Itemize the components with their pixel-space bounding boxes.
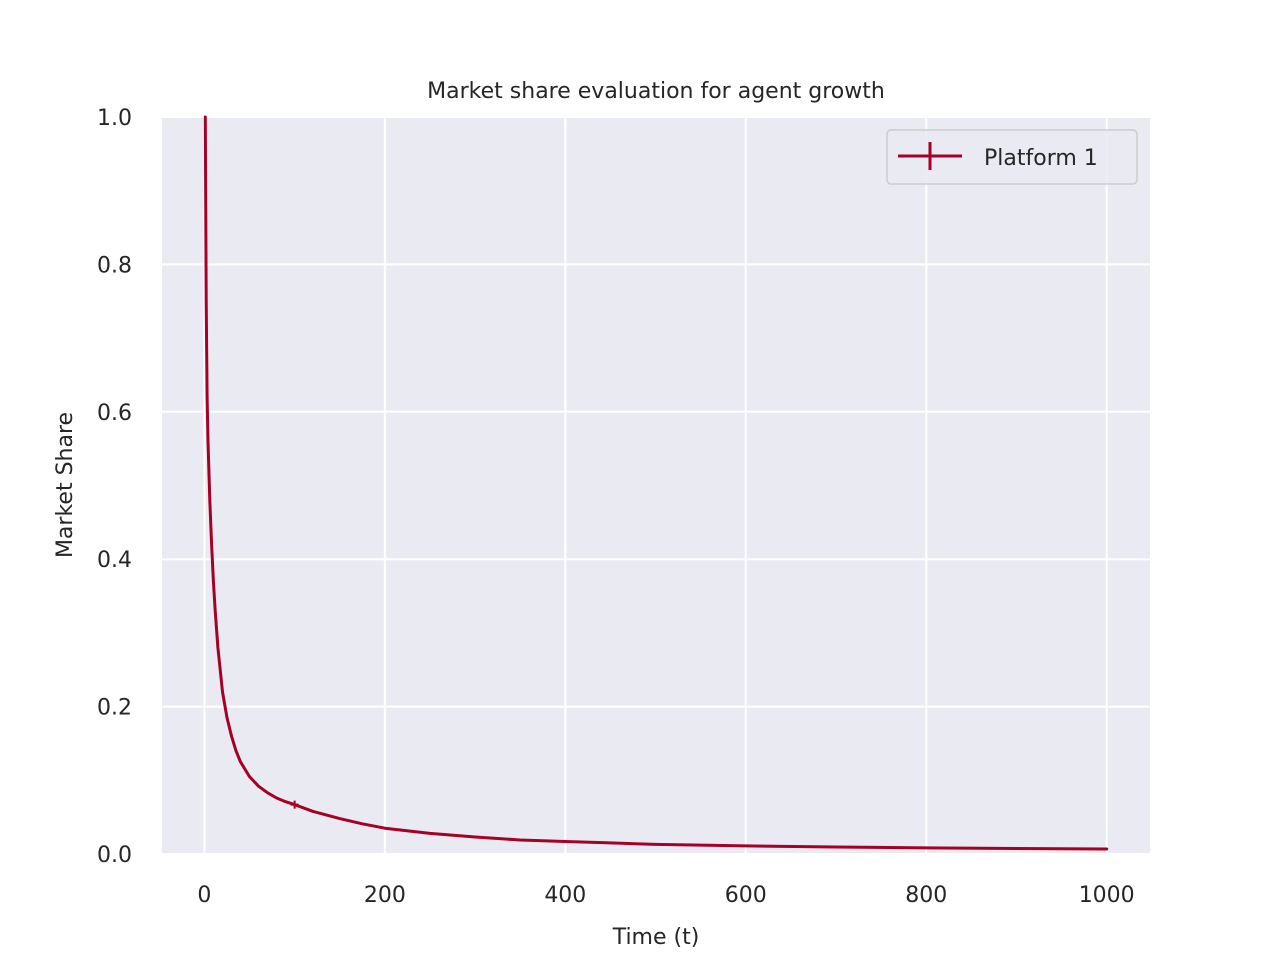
series-layer [203,115,1109,851]
y-tick-label: 0.2 [97,696,132,721]
legend: Platform 1 [886,129,1138,185]
chart-title: Market share evaluation for agent growth [427,79,885,104]
grid [162,116,1150,855]
x-tick-label: 400 [544,883,586,908]
x-axis-label: Time (t) [612,925,700,950]
legend-box [886,129,1138,185]
series-line-platform-1 [203,115,1109,851]
x-tick-label: 600 [725,883,767,908]
y-tick-label: 0.6 [97,401,132,426]
y-tick-label: 0.4 [97,548,132,573]
x-tick-label: 800 [905,883,947,908]
x-tick-labels: 0 200 400 600 800 1000 [197,883,1134,908]
y-axis-label: Market Share [53,412,78,558]
y-tick-labels: 0.0 0.2 0.4 0.6 0.8 1.0 [97,106,132,868]
x-tick-label: 1000 [1079,883,1135,908]
x-tick-label: 200 [364,883,406,908]
y-tick-label: 1.0 [97,106,132,131]
legend-label: Platform 1 [984,146,1098,171]
plot-area [162,117,1150,854]
y-tick-label: 0.0 [97,843,132,868]
x-tick-label: 0 [197,883,211,908]
y-tick-label: 0.8 [97,253,132,278]
